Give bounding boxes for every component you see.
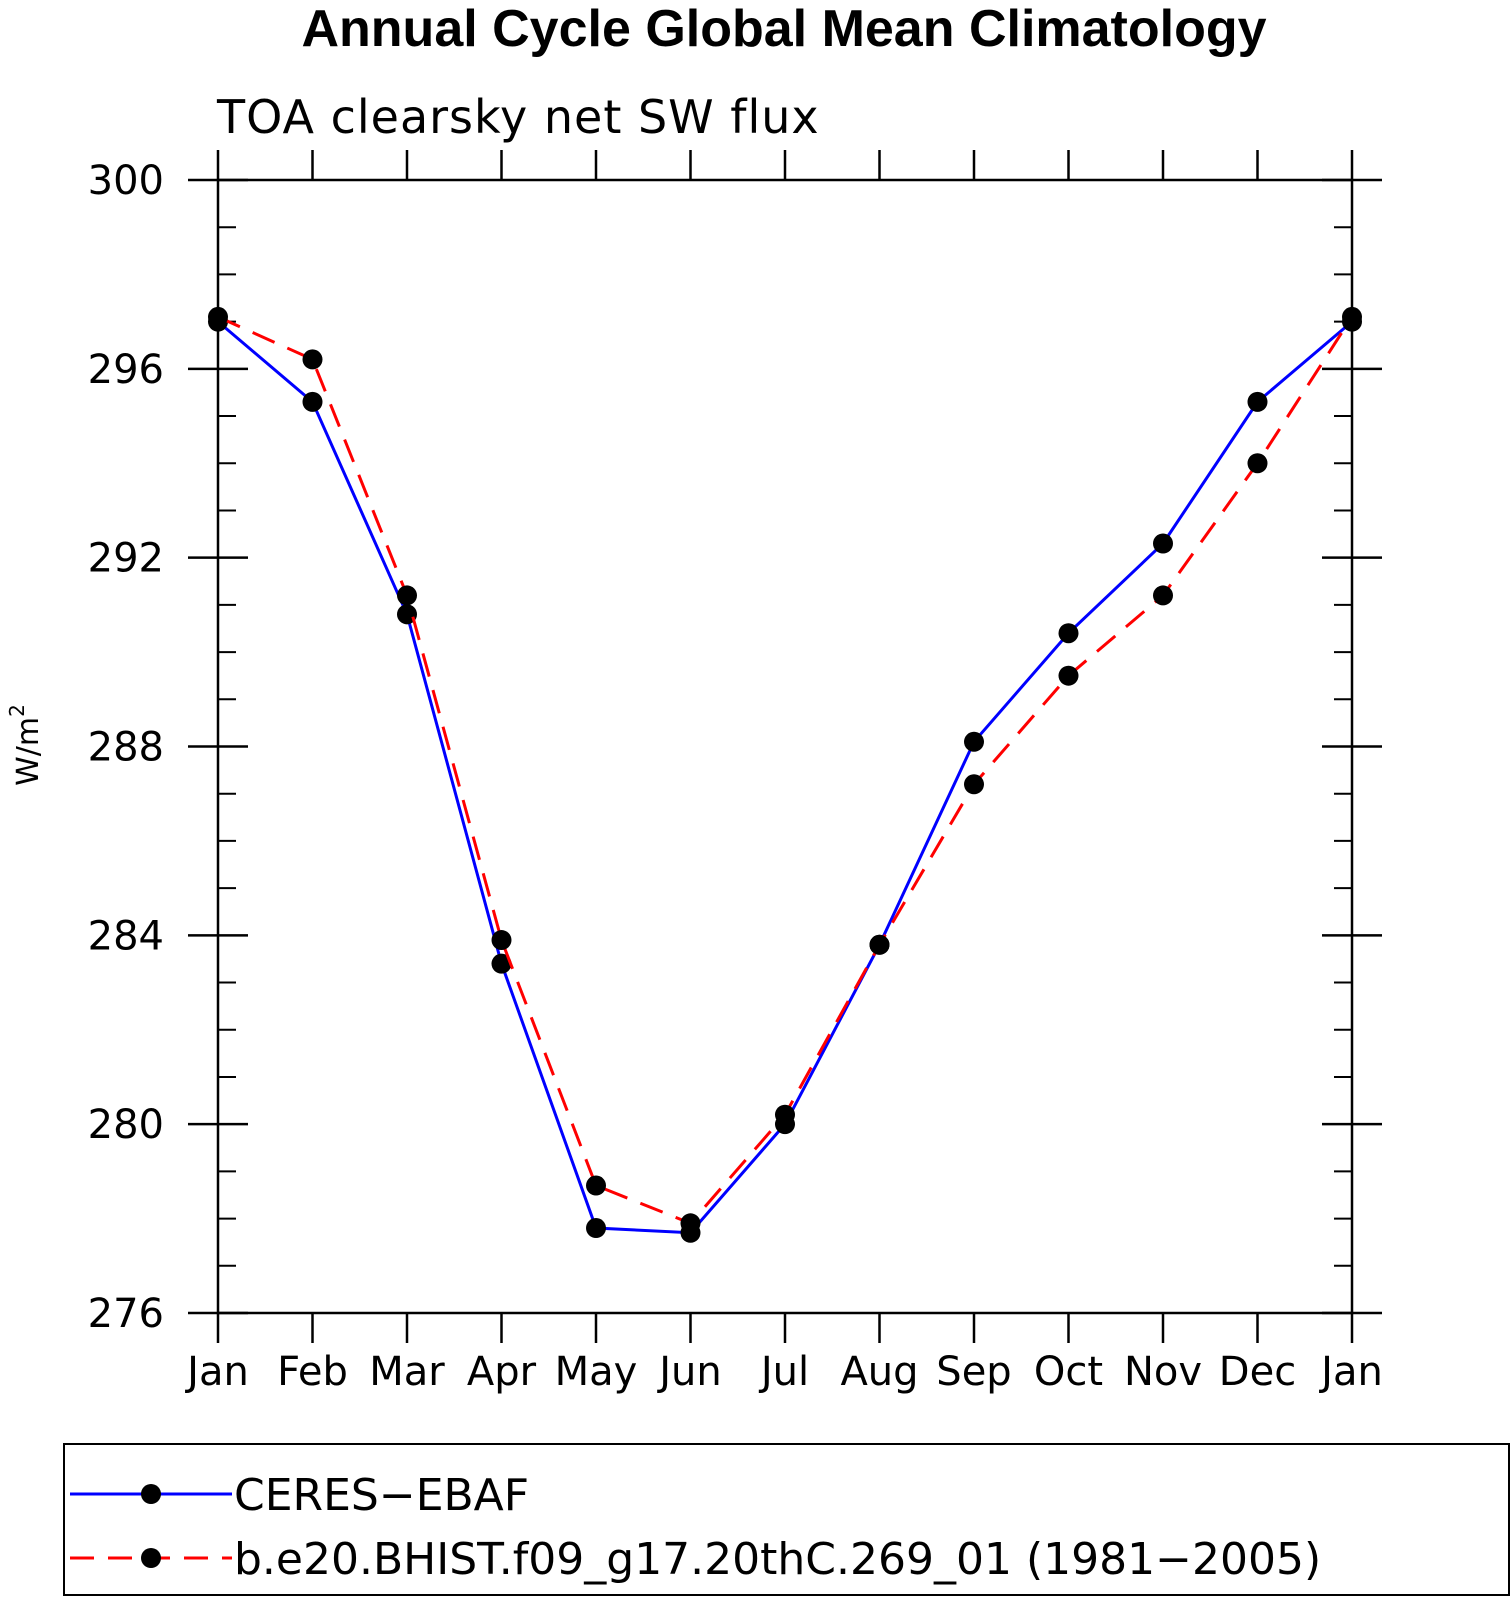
y-axis-label-base: W/m [11,717,46,786]
legend: CERES−EBAF b.e20.BHIST.f09_g17.20thC.269_… [70,1470,1321,1585]
data-point [964,774,984,795]
data-point [302,349,323,370]
data-point [1247,391,1268,412]
data-point [964,731,984,752]
x-tick-label: Jul [758,1349,809,1395]
x-tick-label: May [555,1349,638,1395]
x-tick-label: Feb [277,1349,348,1395]
data-point [586,1175,606,1196]
x-tick-label: Jan [184,1349,249,1395]
series-layer [208,306,1362,1243]
legend-label: b.e20.BHIST.f09_g17.20thC.269_01 (1981−2… [234,1534,1321,1585]
data-point [1247,453,1268,474]
series-line [217,320,1353,1235]
x-tick-label: Jun [656,1349,722,1395]
y-tick-label: 288 [88,725,164,771]
legend-item-1: CERES−EBAF [70,1470,529,1521]
x-axis-tick-labels: Jan Feb Mar Apr May Jun Jul Aug Sep Oct Nov Dec Jan [184,1349,1383,1395]
data-point [302,391,323,412]
y-axis-label-superscript: 2 [5,704,29,717]
y-tick-label: 276 [88,1291,164,1337]
y-tick-label: 296 [88,347,164,393]
legend-marker [141,1548,161,1568]
series-1 [208,311,1362,1243]
chart-subtitle: TOA clearsky net SW flux [216,90,820,144]
data-point [1058,623,1079,644]
axis-ticks [188,150,1382,1343]
legend-marker [141,1484,161,1504]
x-tick-label: Apr [467,1349,537,1395]
data-point [491,930,512,951]
x-tick-label: Aug [840,1349,918,1395]
data-point [586,1218,606,1239]
x-tick-label: Sep [936,1349,1011,1395]
data-point [680,1213,701,1234]
svg-text:W/m2: W/m2 [5,704,46,786]
legend-item-2: b.e20.BHIST.f09_g17.20thC.269_01 (1981−2… [70,1534,1321,1585]
data-point [869,934,890,955]
x-tick-label: Jan [1318,1349,1383,1395]
y-tick-label: 284 [88,913,164,959]
y-tick-label: 300 [88,158,164,204]
data-point [1153,533,1173,554]
x-tick-label: Dec [1219,1349,1296,1395]
series-line [217,315,1354,1226]
x-tick-label: Mar [369,1349,445,1395]
data-point [1058,665,1079,686]
legend-box [63,1443,1510,1596]
data-point [1342,306,1362,327]
x-tick-label: Oct [1034,1349,1103,1395]
series-2 [208,306,1362,1234]
y-tick-label: 280 [88,1102,164,1148]
y-axis-tick-labels: 276 280 284 288 292 296 300 [88,158,164,1337]
y-axis-label: W/m2 [5,704,46,786]
y-tick-label: 292 [88,536,164,582]
x-tick-label: Nov [1124,1349,1202,1395]
data-point [208,306,228,327]
data-point [491,953,512,974]
data-point [1153,585,1173,606]
data-point [775,1104,795,1125]
plot-frame [216,178,1354,1315]
data-point [397,585,417,606]
chart-title: Annual Cycle Global Mean Climatology [301,0,1266,58]
legend-label: CERES−EBAF [234,1470,529,1521]
